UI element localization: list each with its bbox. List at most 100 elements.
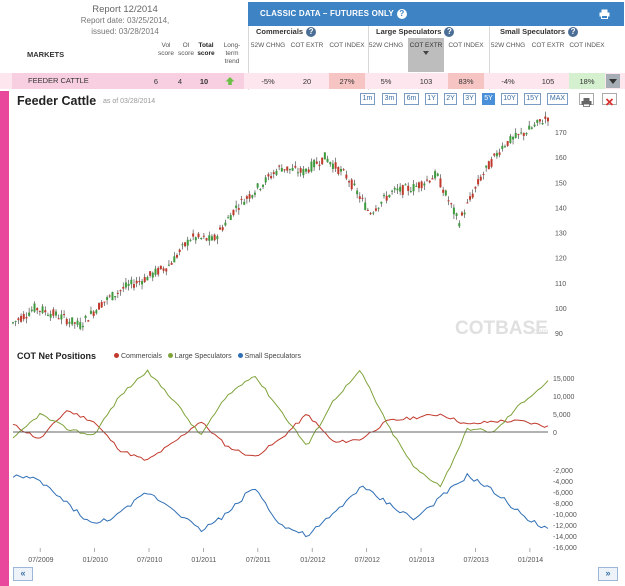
candle-body <box>235 205 238 208</box>
trend-header[interactable]: Long-term trend <box>223 42 241 65</box>
candle-body <box>466 202 469 204</box>
legend-small-speculators[interactable]: Small Speculators <box>237 353 301 360</box>
zoom-3y-button[interactable]: 3Y <box>463 93 476 105</box>
candle-body <box>256 183 259 188</box>
zoom-10y-button[interactable]: 10Y <box>501 93 518 105</box>
col-small-extr[interactable]: COT EXTR <box>531 42 565 49</box>
candle-body <box>501 145 504 149</box>
candle-body <box>270 176 273 179</box>
candle-body <box>138 281 141 283</box>
question-icon[interactable]: ? <box>444 27 455 38</box>
candle-body <box>315 161 318 164</box>
comm-52w-value: -5% <box>261 77 275 86</box>
candle-body <box>186 239 189 246</box>
question-icon[interactable]: ? <box>396 9 407 19</box>
col-large-extr-label: COT EXTR <box>409 42 443 49</box>
close-icon <box>605 98 614 106</box>
net-tick-label: -10,000 <box>553 512 577 519</box>
candle-body <box>17 318 20 321</box>
zoom-5y-button[interactable]: 5Y <box>482 93 495 105</box>
col-comm-index[interactable]: COT INDEX <box>329 42 365 49</box>
zoom-2y-button[interactable]: 2Y <box>444 93 457 105</box>
zoom-1y-button[interactable]: 1Y <box>425 93 438 105</box>
zoom-15y-button[interactable]: 15Y <box>524 93 541 105</box>
net-tick-label: -8,000 <box>553 501 573 508</box>
candle-body <box>538 119 541 122</box>
market-accent-bar <box>0 91 9 586</box>
series-line-commercials <box>12 410 549 461</box>
candle-body <box>25 317 28 319</box>
zoom-1m-button[interactable]: 1m <box>360 93 375 105</box>
candle-body <box>288 168 291 170</box>
candle-body <box>167 264 170 266</box>
candle-body <box>547 117 549 122</box>
col-large-extr[interactable]: COT EXTR <box>408 38 444 72</box>
large-index-value: 83% <box>458 77 474 86</box>
candle-body <box>84 315 87 319</box>
candle-body <box>348 181 351 183</box>
zoom-max-button[interactable]: MAX <box>547 93 568 105</box>
candle-body <box>296 172 299 174</box>
candle-body <box>73 322 76 324</box>
candle-body <box>415 185 418 187</box>
zoom-3m-button[interactable]: 3m <box>382 93 397 105</box>
previous-market-button[interactable]: « <box>13 567 33 581</box>
market-name[interactable]: FEEDER CATTLE <box>28 76 89 85</box>
candle-body <box>533 124 536 127</box>
group-commercials: Commercials? <box>256 27 317 38</box>
price-tick-label: 130 <box>555 231 567 238</box>
candle-body <box>452 207 455 215</box>
classic-data-title: CLASSIC DATA – FUTURES ONLY? <box>260 9 407 19</box>
candle-body <box>202 235 205 237</box>
col-small-index[interactable]: COT INDEX <box>569 42 605 49</box>
candle-body <box>541 123 544 125</box>
candle-body <box>135 280 138 284</box>
legend-commercials[interactable]: Commercials <box>114 353 162 360</box>
candle-body <box>401 185 404 195</box>
net-tick-label: -2,000 <box>553 468 573 475</box>
printer-icon <box>581 98 592 107</box>
candle-body <box>30 309 33 312</box>
candle-body <box>229 215 232 220</box>
col-large-index[interactable]: COT INDEX <box>448 42 484 49</box>
candle-body <box>407 185 410 191</box>
candle-body <box>482 173 485 175</box>
candle-body <box>409 190 412 193</box>
legend-dot <box>237 353 243 358</box>
vol-score-header[interactable]: Vol score <box>158 42 174 57</box>
candle-body <box>65 318 68 325</box>
close-chart-button[interactable] <box>602 93 617 106</box>
candle-body <box>455 213 458 216</box>
candle-body <box>313 160 316 168</box>
zoom-6m-button[interactable]: 6m <box>404 93 419 105</box>
col-large-52w[interactable]: 52W CHNG <box>368 42 404 49</box>
markets-header: MARKETS Vol score OI score Total score L… <box>0 38 246 72</box>
col-comm-52w[interactable]: 52W CHNG <box>250 42 286 49</box>
date-tick-label: 07/2012 <box>355 557 380 564</box>
question-icon[interactable]: ? <box>568 27 579 38</box>
candle-body <box>210 236 213 241</box>
market-name-cell[interactable]: FEEDER CATTLE <box>12 73 244 89</box>
expand-row-button[interactable] <box>606 74 620 88</box>
candle-body <box>372 212 375 214</box>
col-small-52w[interactable]: 52W CHNG <box>490 42 526 49</box>
printer-icon[interactable] <box>599 9 610 19</box>
question-icon[interactable]: ? <box>306 27 317 38</box>
print-chart-button[interactable] <box>579 93 594 107</box>
candle-body <box>323 152 326 160</box>
candle-body <box>141 281 144 285</box>
candle-body <box>22 313 25 320</box>
candle-body <box>14 321 17 323</box>
candle-body <box>98 303 101 310</box>
table-row[interactable]: FEEDER CATTLE 6 4 10 -5% 20 27% 5% 103 8… <box>0 73 625 89</box>
total-score-header[interactable]: Total score <box>197 42 215 57</box>
oi-score-header[interactable]: OI score <box>178 42 194 57</box>
candle-body <box>159 265 162 270</box>
date-tick-label: 01/2011 <box>191 557 216 564</box>
col-comm-extr[interactable]: COT EXTR <box>290 42 324 49</box>
legend-large-speculators[interactable]: Large Speculators <box>167 353 232 360</box>
candle-body <box>345 174 348 179</box>
next-market-button[interactable]: » <box>598 567 618 581</box>
candle-body <box>520 132 523 134</box>
candle-body <box>181 244 184 246</box>
